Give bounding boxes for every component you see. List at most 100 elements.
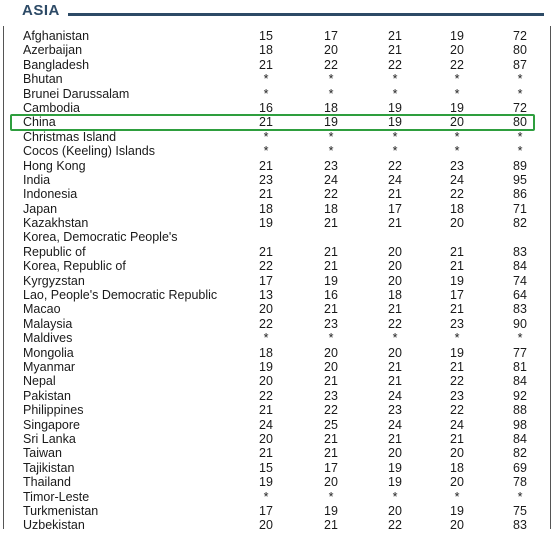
country-name: Korea, Republic of — [23, 259, 126, 274]
score-cell: 21 — [388, 359, 402, 374]
country-name: Cocos (Keeling) Islands — [23, 144, 156, 159]
score-cell: 21 — [324, 259, 338, 274]
score-cell: 20 — [324, 359, 338, 374]
table-row: Cambodia 16 18 19 19 72 — [0, 101, 554, 115]
score-cell: 17 — [450, 288, 464, 303]
score-cell: 69 — [513, 460, 527, 475]
table-row: Christmas Island * * * * * — [0, 130, 554, 144]
score-cell: * — [392, 129, 398, 144]
score-cell: 24 — [450, 172, 464, 187]
score-cell: 21 — [259, 403, 273, 418]
score-cell: * — [392, 86, 398, 101]
score-cell: * — [454, 144, 460, 159]
score-cell: 22 — [259, 388, 273, 403]
score-cell: 72 — [513, 29, 527, 43]
table-row: Kazakhstan 19 21 21 20 82 — [0, 216, 554, 230]
country-name: Hong Kong — [23, 158, 86, 173]
score-cell: 17 — [324, 29, 338, 43]
score-cell: * — [454, 72, 460, 87]
table-row: Hong Kong 21 23 22 23 89 — [0, 159, 554, 173]
score-cell: * — [517, 129, 523, 144]
score-cell: * — [517, 331, 523, 346]
score-cell: 20 — [450, 446, 464, 461]
score-cell: 18 — [259, 345, 273, 360]
score-cell: 18 — [388, 288, 402, 303]
score-cell: 18 — [259, 201, 273, 216]
score-cell: 19 — [388, 100, 402, 115]
score-cell: 80 — [513, 43, 527, 58]
score-cell: 21 — [388, 216, 402, 231]
table-row: Thailand 19 20 19 20 78 — [0, 475, 554, 489]
table-row: Bangladesh 21 22 22 22 87 — [0, 58, 554, 72]
country-name: Malaysia — [23, 316, 73, 331]
score-cell: 17 — [324, 460, 338, 475]
table-row: Malaysia 22 23 22 23 90 — [0, 317, 554, 331]
score-cell: 21 — [388, 431, 402, 446]
score-cell: 22 — [259, 316, 273, 331]
score-cell: 83 — [513, 244, 527, 259]
score-cell: 21 — [388, 374, 402, 389]
score-cell: 18 — [450, 460, 464, 475]
score-cell: 19 — [450, 273, 464, 288]
score-cell: 21 — [388, 187, 402, 202]
score-cell: 13 — [259, 288, 273, 303]
score-cell: 21 — [388, 43, 402, 58]
score-cell: 21 — [450, 244, 464, 259]
table-row: Korea, Republic of 22 21 20 21 84 — [0, 259, 554, 273]
score-cell: 22 — [450, 374, 464, 389]
score-cell: 83 — [513, 518, 527, 533]
score-cell: 18 — [324, 100, 338, 115]
score-cell: 19 — [259, 216, 273, 231]
score-cell: * — [517, 86, 523, 101]
table-row: India 23 24 24 24 95 — [0, 173, 554, 187]
table-row: Bhutan * * * * * — [0, 72, 554, 86]
score-cell: 19 — [388, 475, 402, 490]
score-cell: 23 — [324, 158, 338, 173]
score-cell: 92 — [513, 388, 527, 403]
score-cell: 24 — [388, 172, 402, 187]
score-cell: * — [392, 331, 398, 346]
score-cell: 22 — [388, 57, 402, 72]
score-cell: 89 — [513, 158, 527, 173]
score-cell: 21 — [259, 57, 273, 72]
score-table: Afghanistan 15 17 21 19 72 Azerbaijan 18 20 21 20 8… — [0, 29, 554, 533]
score-cell: 15 — [259, 29, 273, 43]
country-name: Maldives — [23, 331, 73, 346]
table-row: Myanmar 19 20 21 21 81 — [0, 360, 554, 374]
country-name: Mongolia — [23, 345, 74, 360]
score-cell: 23 — [450, 158, 464, 173]
table-row: Tajikistan 15 17 19 18 69 — [0, 461, 554, 475]
country-name: Turkmenistan — [23, 503, 99, 518]
country-name: Bhutan — [23, 72, 63, 87]
score-cell: 18 — [450, 201, 464, 216]
score-cell: 20 — [388, 259, 402, 274]
score-cell: 24 — [388, 417, 402, 432]
score-cell: * — [263, 86, 269, 101]
table-row: Afghanistan 15 17 21 19 72 — [0, 29, 554, 43]
score-cell: 16 — [324, 288, 338, 303]
score-cell: 25 — [324, 417, 338, 432]
country-name: Macao — [23, 302, 61, 317]
table-row: Singapore 24 25 24 24 98 — [0, 418, 554, 432]
table-row: Korea, Democratic People's — [0, 230, 554, 244]
table-row: China 21 19 19 20 80 — [0, 115, 554, 129]
table-row: Maldives * * * * * — [0, 331, 554, 345]
score-cell: 17 — [388, 201, 402, 216]
score-cell: 21 — [324, 302, 338, 317]
score-cell: 88 — [513, 403, 527, 418]
country-name: Japan — [23, 201, 58, 216]
score-cell: * — [454, 331, 460, 346]
country-name: Brunei Darussalam — [23, 86, 130, 101]
score-cell: 20 — [388, 503, 402, 518]
score-cell: * — [328, 331, 334, 346]
country-name: Thailand — [23, 475, 71, 490]
score-cell: 20 — [259, 302, 273, 317]
score-cell: * — [263, 489, 269, 504]
score-cell: * — [263, 144, 269, 159]
score-cell: 21 — [450, 302, 464, 317]
score-cell: 22 — [324, 187, 338, 202]
score-cell: 24 — [450, 417, 464, 432]
score-cell: 16 — [259, 100, 273, 115]
score-cell: 19 — [259, 359, 273, 374]
country-name: India — [23, 172, 51, 187]
